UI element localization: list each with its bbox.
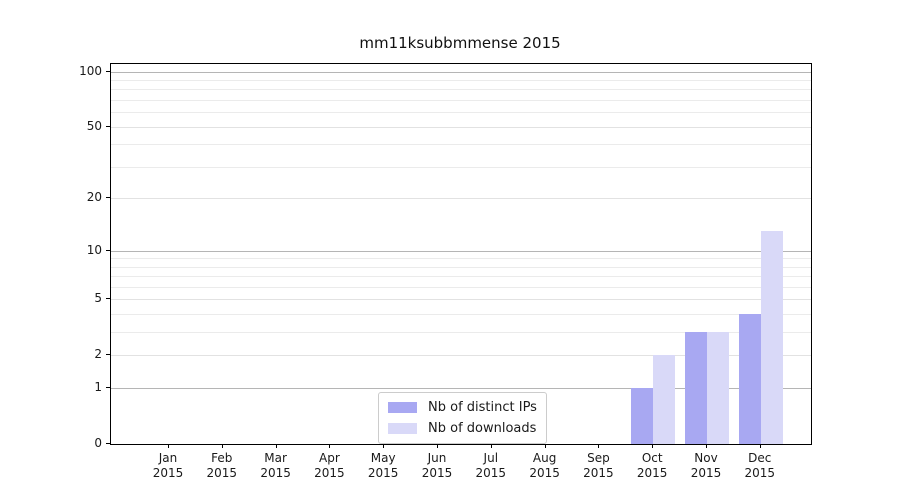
x-tick-mark bbox=[168, 444, 169, 448]
bar-distinct-ips bbox=[631, 388, 654, 444]
y-tick-mark bbox=[106, 125, 110, 127]
x-tick-label: Jul 2015 bbox=[475, 451, 507, 480]
y-tick-label: 2 bbox=[94, 347, 102, 362]
y-gridline-minor bbox=[111, 144, 811, 146]
chart-title: mm11ksubbmmense 2015 bbox=[359, 34, 561, 52]
y-tick-mark bbox=[106, 354, 110, 356]
bar-distinct-ips bbox=[738, 314, 761, 444]
x-tick-label: Jun 2015 bbox=[421, 451, 453, 480]
legend-label-distinct-ips: Nb of distinct IPs bbox=[428, 400, 537, 415]
plot-area: Nb of distinct IPs Nb of downloads bbox=[110, 63, 812, 445]
y-tick-mark bbox=[106, 249, 110, 251]
x-tick-label: Feb 2015 bbox=[206, 451, 238, 480]
y-gridline-minor bbox=[111, 166, 811, 168]
legend: Nb of distinct IPs Nb of downloads bbox=[378, 392, 547, 444]
y-tick-label: 10 bbox=[86, 242, 102, 257]
y-axis-labels: 0 1 2 5 10 20 50 100 bbox=[0, 63, 102, 450]
y-gridline-minor bbox=[111, 80, 811, 81]
y-tick-label: 100 bbox=[79, 63, 102, 78]
y-gridline-minor bbox=[111, 266, 811, 268]
x-tick-mark bbox=[759, 444, 761, 448]
x-tick-mark bbox=[490, 444, 492, 448]
x-tick-label: Aug 2015 bbox=[529, 451, 560, 480]
y-gridline bbox=[111, 388, 811, 390]
y-gridline-minor bbox=[111, 100, 811, 102]
x-tick-label: May 2015 bbox=[367, 451, 399, 480]
bar-downloads bbox=[760, 231, 783, 444]
legend-row: Nb of downloads bbox=[388, 421, 537, 436]
y-gridline-minor bbox=[111, 112, 811, 114]
y-gridline bbox=[111, 198, 811, 200]
y-gridline-minor bbox=[111, 89, 811, 91]
legend-swatch-downloads bbox=[388, 423, 417, 434]
y-tick-mark bbox=[106, 197, 110, 199]
x-axis: Jan 2015 Feb 2015 Mar 2015 Apr 2015 May 2015 Jun 20… bbox=[110, 444, 810, 494]
y-tick-label: 5 bbox=[94, 291, 102, 306]
x-tick-mark bbox=[383, 444, 385, 448]
y-gridline-minor bbox=[111, 287, 811, 288]
y-gridline bbox=[111, 355, 811, 357]
x-tick-mark bbox=[221, 444, 223, 448]
y-tick-label: 0 bbox=[94, 436, 102, 450]
bar-distinct-ips bbox=[685, 332, 707, 444]
y-tick-mark bbox=[106, 387, 110, 389]
x-tick-label: Mar 2015 bbox=[260, 451, 291, 480]
x-tick-label: Oct 2015 bbox=[636, 451, 668, 480]
y-tick-mark bbox=[106, 298, 110, 300]
x-tick-label: Dec 2015 bbox=[744, 451, 776, 480]
y-tick-label: 20 bbox=[86, 190, 102, 205]
y-gridline-minor bbox=[111, 258, 811, 260]
y-gridline bbox=[111, 126, 811, 128]
y-gridline bbox=[111, 71, 811, 73]
y-tick-mark bbox=[106, 443, 110, 444]
x-tick-label: Nov 2015 bbox=[690, 451, 722, 480]
y-tick-mark bbox=[106, 70, 110, 72]
y-gridline-minor bbox=[111, 332, 811, 334]
x-tick-mark bbox=[706, 444, 707, 448]
bar-downloads bbox=[653, 355, 676, 444]
y-tick-label: 50 bbox=[86, 118, 102, 133]
legend-row: Nb of distinct IPs bbox=[388, 400, 537, 415]
legend-label-downloads: Nb of downloads bbox=[428, 421, 537, 436]
x-tick-mark bbox=[275, 444, 277, 448]
y-gridline bbox=[111, 250, 811, 252]
y-gridline-minor bbox=[111, 276, 811, 278]
y-tick-label: 1 bbox=[94, 380, 102, 395]
x-tick-mark bbox=[437, 444, 438, 448]
x-tick-mark bbox=[598, 444, 600, 448]
y-gridline-minor bbox=[111, 314, 811, 316]
x-tick-label: Apr 2015 bbox=[314, 451, 345, 480]
x-tick-label: Sep 2015 bbox=[583, 451, 614, 480]
y-gridline bbox=[111, 299, 811, 301]
x-tick-label: Jan 2015 bbox=[152, 451, 184, 480]
x-tick-mark bbox=[544, 444, 546, 448]
x-tick-mark bbox=[652, 444, 654, 448]
legend-swatch-distinct-ips bbox=[388, 402, 417, 413]
bar-downloads bbox=[707, 332, 729, 444]
x-tick-mark bbox=[329, 444, 331, 448]
